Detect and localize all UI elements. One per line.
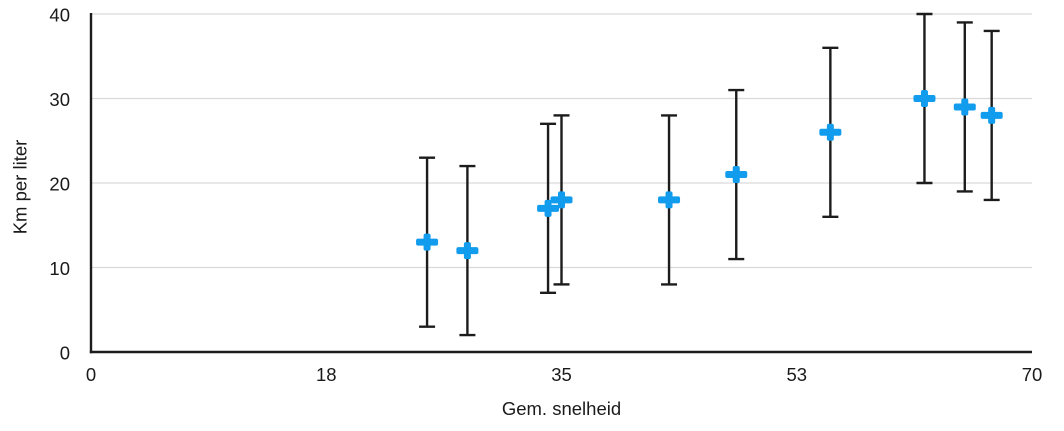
axes [89, 13, 1032, 354]
data-point-marker [819, 123, 842, 141]
x-axis-tick-label: 53 [786, 364, 807, 385]
data-point-marker [953, 98, 976, 116]
x-axis-tick-label: 0 [86, 364, 96, 385]
y-axis-tick-label: 0 [60, 343, 70, 364]
x-axis-tick-label: 70 [1022, 364, 1043, 385]
y-axis-tick-label: 40 [49, 5, 70, 26]
error-bars [419, 12, 1000, 337]
data-point-markers [416, 90, 1003, 260]
y-axis-tick-label: 30 [49, 89, 70, 110]
data-point-marker [537, 199, 560, 217]
data-point-marker [550, 191, 573, 209]
y-axis-tick-labels: 0 10 20 30 40 [49, 5, 70, 364]
x-axis-title: Gem. snelheid [502, 398, 621, 419]
data-point-marker [658, 191, 681, 209]
data-point-marker [416, 233, 439, 251]
y-axis-tick-label: 10 [49, 258, 70, 279]
data-point-marker [725, 166, 748, 184]
x-axis-tick-label: 35 [551, 364, 572, 385]
data-point-marker [980, 106, 1003, 124]
x-axis-tick-label: 18 [316, 364, 337, 385]
data-point-marker [913, 90, 936, 107]
x-axis-tick-labels: 0 18 35 53 70 [86, 364, 1042, 385]
y-axis-tick-label: 20 [49, 174, 70, 195]
data-point-marker [456, 242, 479, 260]
y-axis-title: Km per liter [10, 140, 31, 235]
